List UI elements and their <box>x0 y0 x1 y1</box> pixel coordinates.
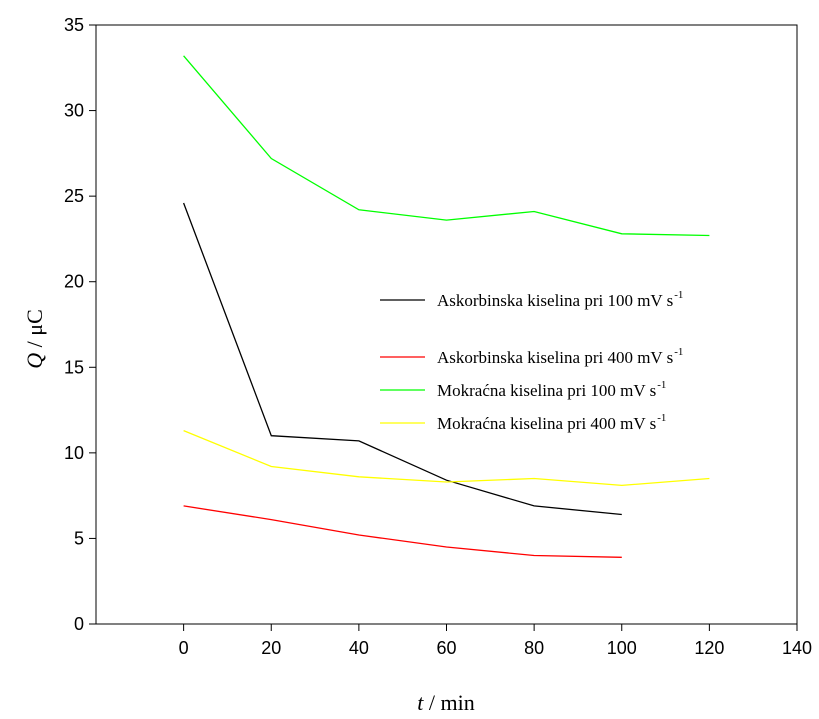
x-tick-label: 60 <box>436 638 456 658</box>
x-tick-label: 20 <box>261 638 281 658</box>
legend-label-2: Askorbinska kiselina pri 400 mV s-1 <box>437 346 683 367</box>
plot-frame <box>95 24 798 625</box>
legend-label-3: Mokraćna kiselina pri 100 mV s-1 <box>437 379 666 400</box>
series-lines <box>182 55 710 558</box>
y-tick-label: 15 <box>64 357 84 377</box>
series-line-4 <box>183 429 710 487</box>
plot-area <box>95 24 798 625</box>
y-tick-label: 10 <box>64 443 84 463</box>
y-tick-label: 35 <box>64 15 84 35</box>
series-line-2 <box>183 505 622 558</box>
x-axis-title: t / min <box>417 690 474 715</box>
y-axis-variable: Q <box>22 353 47 369</box>
y-axis-title: Q / μC <box>22 309 47 368</box>
y-tick-label: 25 <box>64 186 84 206</box>
y-axis-unit: / μC <box>22 309 47 347</box>
series-line-3 <box>183 55 710 237</box>
legend-label-4: Mokraćna kiselina pri 400 mV s-1 <box>437 412 666 433</box>
y-tick-label: 20 <box>64 272 84 292</box>
x-tick-label: 120 <box>694 638 724 658</box>
y-tick-label: 30 <box>64 101 84 121</box>
x-tick-label: 140 <box>782 638 812 658</box>
x-tick-label: 100 <box>607 638 637 658</box>
x-tick-label: 80 <box>524 638 544 658</box>
x-tick-label: 40 <box>349 638 369 658</box>
x-axis-unit: / min <box>429 690 475 715</box>
series-line-1 <box>182 202 622 516</box>
y-tick-label: 0 <box>74 614 84 634</box>
legend-label-1: Askorbinska kiselina pri 100 mV s-1 <box>437 289 683 310</box>
x-axis-variable: t <box>417 690 424 715</box>
legend: Askorbinska kiselina pri 100 mV s-1 Askor… <box>380 289 683 433</box>
x-tick-label: 0 <box>179 638 189 658</box>
y-tick-label: 5 <box>74 528 84 548</box>
axes: 0 20 40 60 80 100 120 140 0 5 10 15 20 25 30 35 <box>64 15 812 658</box>
